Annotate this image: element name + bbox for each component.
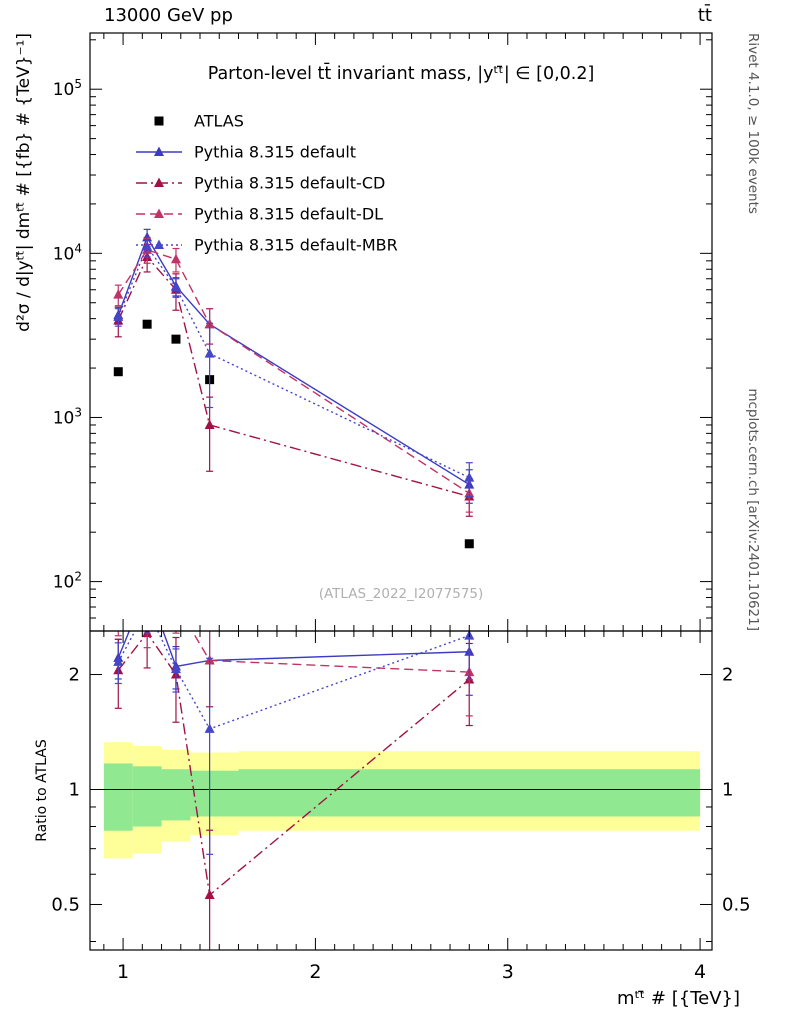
data-point-square bbox=[142, 319, 152, 329]
series-pythia-8-315-default-cd bbox=[113, 244, 475, 517]
y-tick-label-main: 103 bbox=[53, 405, 82, 428]
y-tick-label-ratio-right: 1 bbox=[722, 779, 733, 800]
series-line bbox=[117, 249, 470, 494]
series-pythia-8-315-default-mbr bbox=[113, 603, 475, 855]
green-band-segment bbox=[190, 770, 239, 817]
green-band-segment bbox=[103, 763, 133, 831]
y-tick-label-ratio-right: 0.5 bbox=[722, 894, 751, 915]
series-atlas bbox=[113, 319, 474, 549]
data-point-square bbox=[171, 334, 181, 344]
series-line bbox=[117, 631, 470, 897]
ratio-panel-series bbox=[113, 603, 475, 950]
y-tick-label-main: 105 bbox=[53, 77, 82, 100]
series-line bbox=[117, 245, 470, 479]
legend-item: Pythia 8.315 default-DL bbox=[136, 205, 383, 224]
y-axis-label-ratio: Ratio to ATLAS bbox=[34, 739, 50, 842]
data-point-triangle bbox=[204, 723, 215, 733]
y-tick-label-ratio-left: 1 bbox=[69, 779, 80, 800]
data-point-triangle bbox=[113, 289, 124, 299]
legend-label: Pythia 8.315 default-DL bbox=[194, 205, 383, 224]
green-band-segment bbox=[161, 769, 191, 821]
data-point-triangle bbox=[154, 239, 164, 249]
ratio-panel-frame bbox=[89, 630, 713, 951]
series-line bbox=[117, 631, 470, 730]
main-panel-frame bbox=[89, 32, 713, 632]
y-tick-label-main: 104 bbox=[53, 241, 82, 264]
x-tick-label: 3 bbox=[502, 961, 514, 983]
data-point-triangle bbox=[142, 611, 152, 621]
series-pythia-8-315-default-mbr bbox=[113, 236, 475, 498]
data-point-triangle bbox=[204, 348, 215, 358]
data-point-triangle bbox=[170, 663, 181, 674]
data-point-triangle bbox=[154, 146, 164, 156]
data-point-square bbox=[113, 367, 123, 377]
y-tick-label-ratio-right: 2 bbox=[722, 665, 733, 686]
series-line bbox=[191, 631, 470, 673]
ratio-uncertainty-bands bbox=[103, 742, 701, 859]
legend-label: ATLAS bbox=[194, 112, 244, 131]
legend-item: Pythia 8.315 default-CD bbox=[136, 174, 385, 193]
data-point-square bbox=[154, 116, 164, 126]
data-point-square bbox=[464, 539, 474, 549]
series-pythia-8-315-default bbox=[113, 228, 475, 504]
green-band-segment bbox=[132, 766, 162, 827]
data-point-triangle bbox=[142, 241, 153, 251]
analysis-id-watermark: (ATLAS_2022_I2077575) bbox=[318, 586, 484, 602]
y-tick-label-main: 102 bbox=[53, 570, 82, 593]
legend-item: Pythia 8.315 default-MBR bbox=[136, 236, 398, 255]
x-tick-label: 2 bbox=[309, 961, 321, 983]
data-point-triangle bbox=[464, 472, 475, 482]
data-point-triangle bbox=[204, 889, 215, 899]
green-band-segment bbox=[238, 769, 701, 817]
data-point-triangle bbox=[154, 208, 164, 218]
data-point-triangle bbox=[142, 603, 152, 613]
data-point-triangle bbox=[170, 253, 181, 264]
data-point-triangle bbox=[113, 311, 124, 321]
y-tick-label-ratio-left: 2 bbox=[69, 665, 80, 686]
legend-item: Pythia 8.315 default bbox=[136, 143, 356, 162]
data-point-triangle bbox=[170, 281, 181, 292]
y-tick-label-ratio-left: 0.5 bbox=[51, 894, 80, 915]
legend-label: Pythia 8.315 default bbox=[194, 143, 356, 162]
mcplots-attribution: mcplots.cern.ch [arXiv:2401.10621] bbox=[745, 388, 761, 631]
x-tick-label: 4 bbox=[694, 961, 706, 983]
x-axis-label: mᵗᵗ̄ # [{TeV}] bbox=[617, 988, 740, 1009]
y-axis-label-main: d²σ / d|yᵗᵗ̄| dmᵗᵗ̄ # [{fb} # {TeV}⁻¹] bbox=[14, 33, 34, 332]
legend-label: Pythia 8.315 default-MBR bbox=[194, 236, 398, 255]
data-point-triangle bbox=[204, 419, 215, 429]
data-point-triangle bbox=[154, 177, 164, 187]
plot-title: Parton-level tt̄ invariant mass, |yᵗᵗ̄| … bbox=[207, 64, 595, 84]
data-point-triangle bbox=[113, 656, 124, 666]
process-label: tt̄ bbox=[697, 5, 712, 26]
beam-energy-title: 13000 GeV pp bbox=[104, 5, 233, 26]
axis-ticks: 1 2 3 4 102 103 104 105 0.5 0.5 1 1 2 2 bbox=[51, 33, 751, 983]
x-tick-label: 1 bbox=[117, 961, 129, 983]
legend: ATLAS Pythia 8.315 default Pythia 8.315 de… bbox=[136, 112, 398, 255]
data-point-triangle bbox=[113, 605, 123, 615]
legend-label: Pythia 8.315 default-CD bbox=[194, 174, 385, 193]
legend-item: ATLAS bbox=[154, 112, 244, 131]
main-panel-series bbox=[113, 228, 475, 549]
